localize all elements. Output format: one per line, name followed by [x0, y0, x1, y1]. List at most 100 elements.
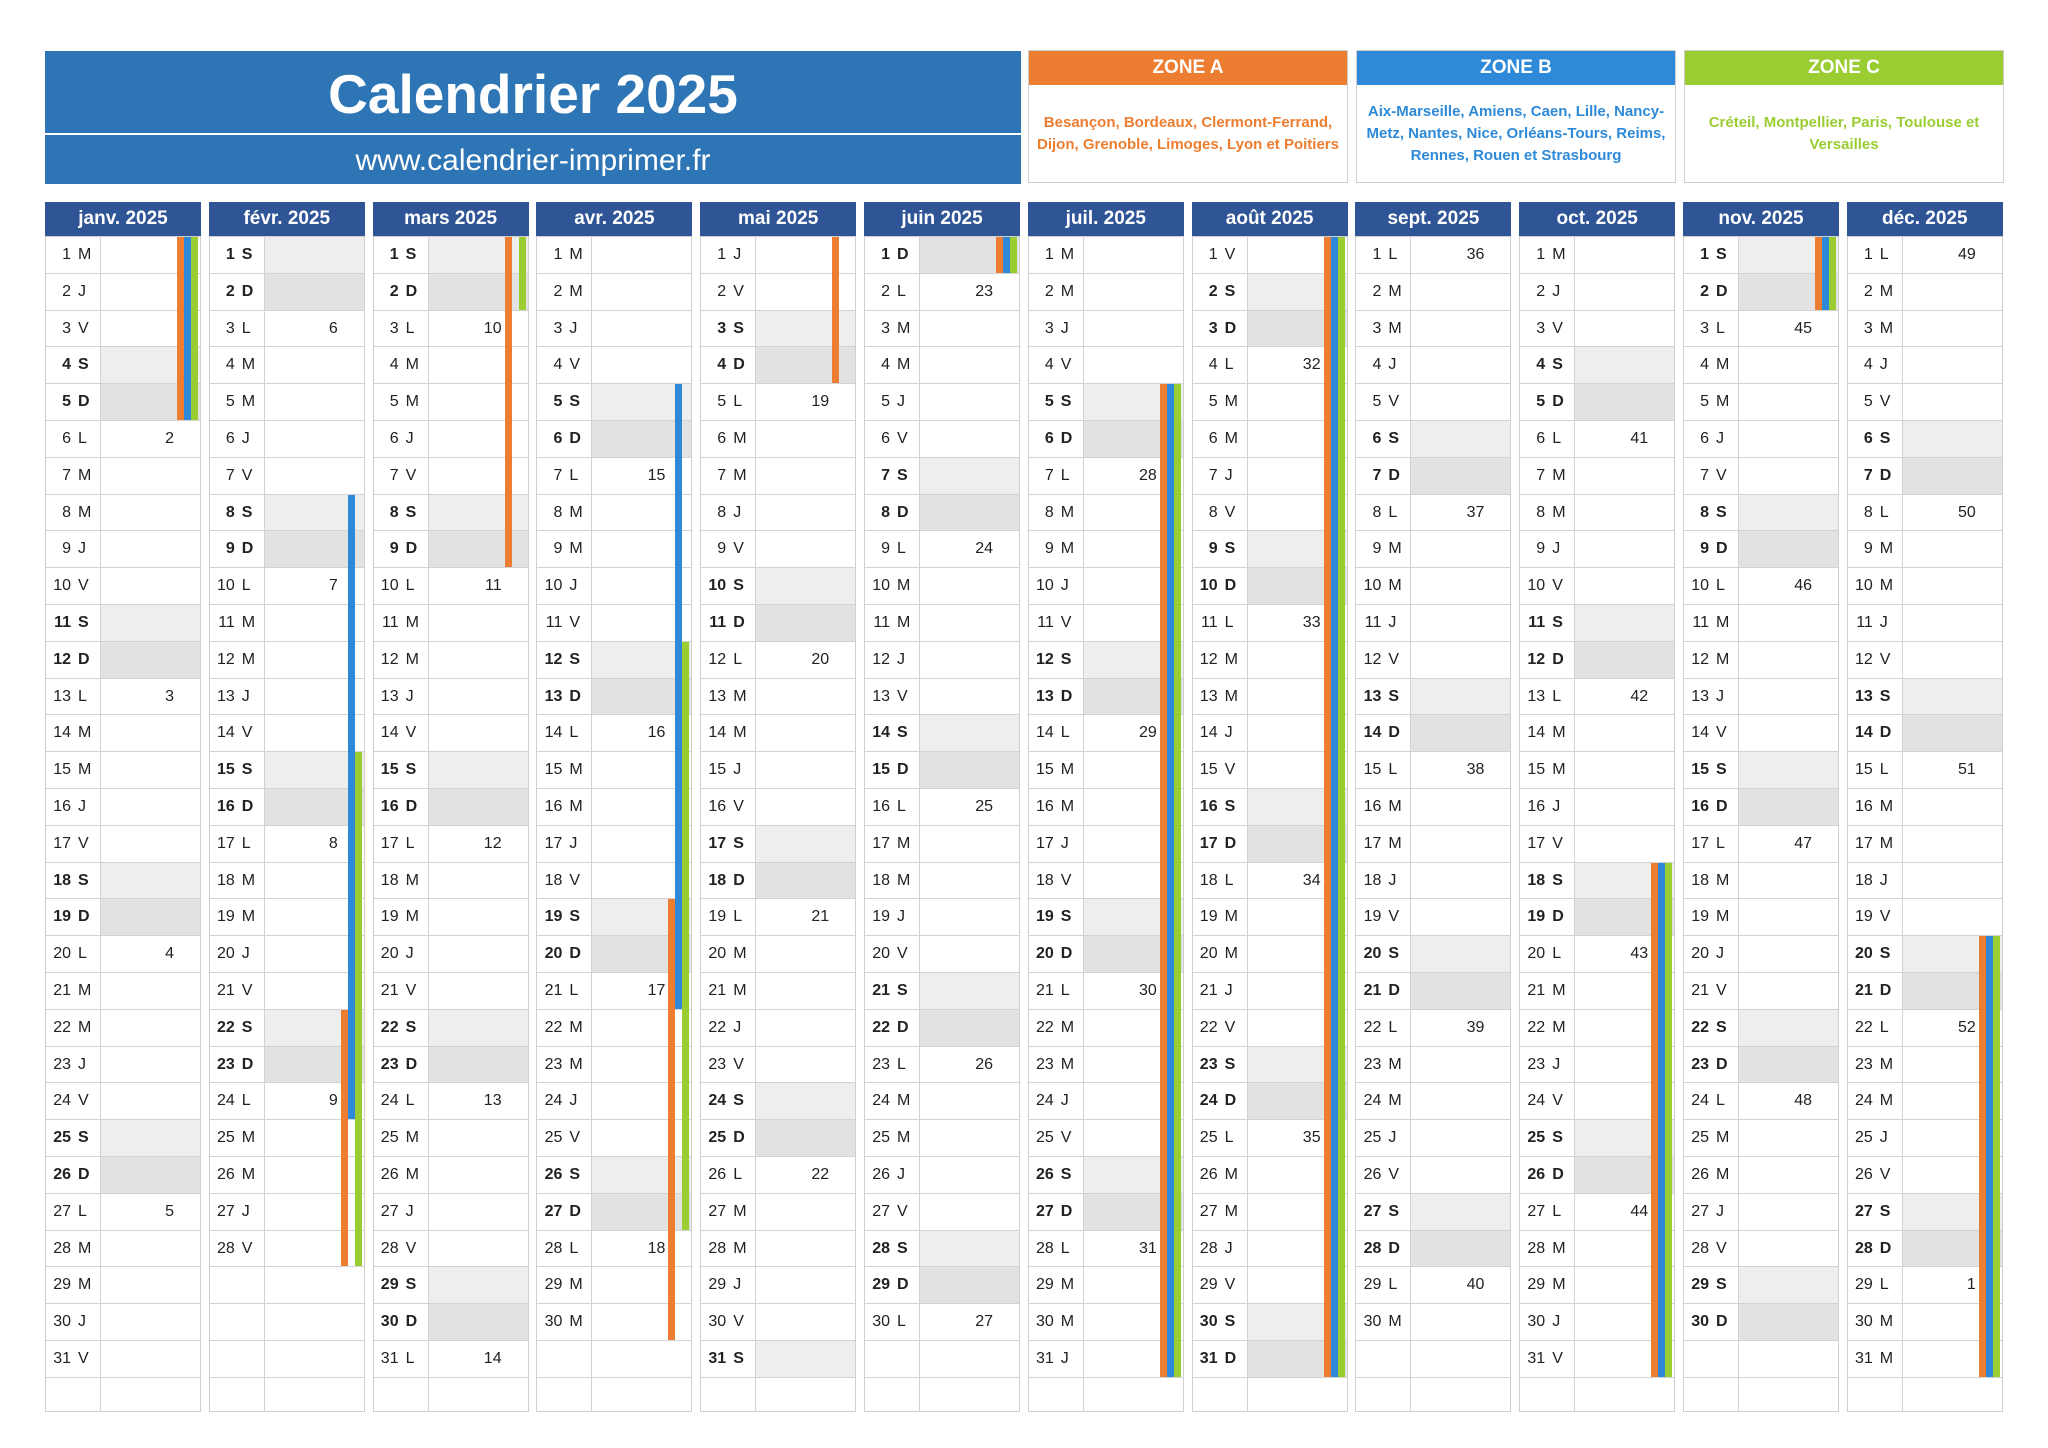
day-row[interactable]: 20 M — [1192, 936, 1347, 973]
day-row[interactable]: 21 S — [865, 973, 1019, 1010]
day-row[interactable]: 12 J — [865, 642, 1019, 679]
day-row[interactable]: 28 M — [701, 1231, 856, 1268]
day-row[interactable]: 18 V — [1028, 863, 1183, 900]
day-row[interactable]: 11 J — [1847, 605, 2002, 642]
day-row[interactable]: 24 J — [1028, 1083, 1183, 1121]
day-row[interactable]: 24 V — [46, 1083, 200, 1121]
day-row[interactable]: 19 M — [209, 899, 364, 937]
day-row[interactable]: 23 M — [1847, 1047, 2002, 1084]
day-row[interactable]: 10 V — [46, 568, 200, 605]
day-row[interactable]: 17 M — [1356, 826, 1511, 863]
day-row[interactable]: 26 M — [1192, 1157, 1347, 1194]
day-row[interactable]: 19 V — [1847, 899, 2002, 937]
day-row[interactable]: 31 L 14 — [373, 1341, 528, 1378]
day-row[interactable]: 18 J — [1356, 863, 1511, 900]
day-row[interactable]: 20 V — [865, 936, 1019, 973]
day-row[interactable]: 16 V — [701, 789, 856, 826]
day-row[interactable]: 10 L 7 — [209, 568, 364, 605]
day-row[interactable]: 31 S — [701, 1341, 856, 1378]
day-row[interactable]: 26 J — [865, 1157, 1019, 1194]
day-row[interactable]: 27 J — [209, 1194, 364, 1231]
day-row[interactable]: 13 J — [1684, 679, 1838, 716]
day-row[interactable]: 24 M — [1847, 1083, 2002, 1121]
day-row[interactable]: 30 J — [46, 1304, 200, 1341]
day-row[interactable]: 30 M — [1847, 1304, 2002, 1341]
day-row[interactable]: 17 J — [1028, 826, 1183, 863]
day-row[interactable]: 12 L 20 — [701, 642, 856, 679]
day-row[interactable]: 23 M — [537, 1047, 692, 1084]
day-row[interactable]: 13 J — [373, 679, 528, 716]
day-row[interactable]: 12 S — [537, 641, 692, 679]
day-row[interactable]: 19 D — [46, 899, 200, 937]
day-row[interactable]: 22 S — [373, 1009, 528, 1047]
day-row[interactable]: 10 L 11 — [373, 568, 528, 605]
day-row[interactable]: 10 M — [1356, 568, 1511, 605]
day-row[interactable]: 28 L 18 — [537, 1231, 692, 1268]
day-row[interactable]: 29 M — [1028, 1267, 1183, 1305]
day-row[interactable]: 26 M — [1684, 1157, 1838, 1194]
day-row[interactable]: 26 M — [209, 1157, 364, 1194]
day-row[interactable]: 23 M — [1356, 1047, 1511, 1084]
day-row[interactable]: 29 S — [373, 1267, 528, 1305]
day-row[interactable]: 10 V — [1520, 568, 1675, 605]
day-row[interactable]: 16 J — [46, 789, 200, 826]
day-row[interactable]: 10 L 46 — [1684, 568, 1838, 605]
day-row[interactable]: 17 L 8 — [209, 826, 364, 863]
day-row[interactable]: 30 M — [537, 1304, 692, 1341]
day-row[interactable]: 19 M — [373, 899, 528, 937]
day-row[interactable]: 12 V — [1356, 642, 1511, 679]
day-row[interactable]: 25 M — [209, 1120, 364, 1157]
day-row[interactable]: 29 M — [46, 1267, 200, 1305]
day-row[interactable]: 9 L 24 — [865, 531, 1019, 569]
day-row[interactable]: 27 L 5 — [46, 1194, 200, 1231]
day-row[interactable]: 25 M — [1684, 1120, 1838, 1157]
day-row[interactable]: 29 M — [1520, 1267, 1675, 1305]
day-row[interactable]: 13 V — [865, 679, 1019, 716]
day-row[interactable]: 25 J — [1847, 1120, 2002, 1157]
day-row[interactable]: 22 J — [701, 1010, 856, 1047]
day-row[interactable]: 13 M — [701, 679, 856, 716]
day-row[interactable]: 10 J — [537, 568, 692, 605]
day-row[interactable]: 23 D — [373, 1046, 528, 1084]
day-row[interactable]: 13 S — [1356, 678, 1511, 716]
day-row[interactable]: 18 M — [373, 863, 528, 900]
day-row[interactable]: 11 J — [1356, 605, 1511, 642]
day-row[interactable]: 29 D — [865, 1267, 1019, 1305]
day-row[interactable]: 11 M — [1684, 605, 1838, 642]
day-row[interactable]: 15 V — [1192, 752, 1347, 789]
day-row[interactable]: 14 J — [1192, 715, 1347, 753]
day-row[interactable]: 29 L 40 — [1356, 1267, 1511, 1305]
day-row[interactable]: 30 M — [1028, 1304, 1183, 1341]
day-row[interactable]: 31 V — [1520, 1341, 1675, 1378]
day-row[interactable]: 14 D — [1356, 715, 1511, 753]
day-row[interactable]: 19 M — [1684, 899, 1838, 937]
day-row[interactable]: 13 D — [537, 678, 692, 716]
day-row[interactable]: 16 M — [1847, 789, 2002, 826]
day-row[interactable]: 29 S — [1684, 1267, 1838, 1305]
day-row[interactable]: 22 M — [1520, 1010, 1675, 1047]
